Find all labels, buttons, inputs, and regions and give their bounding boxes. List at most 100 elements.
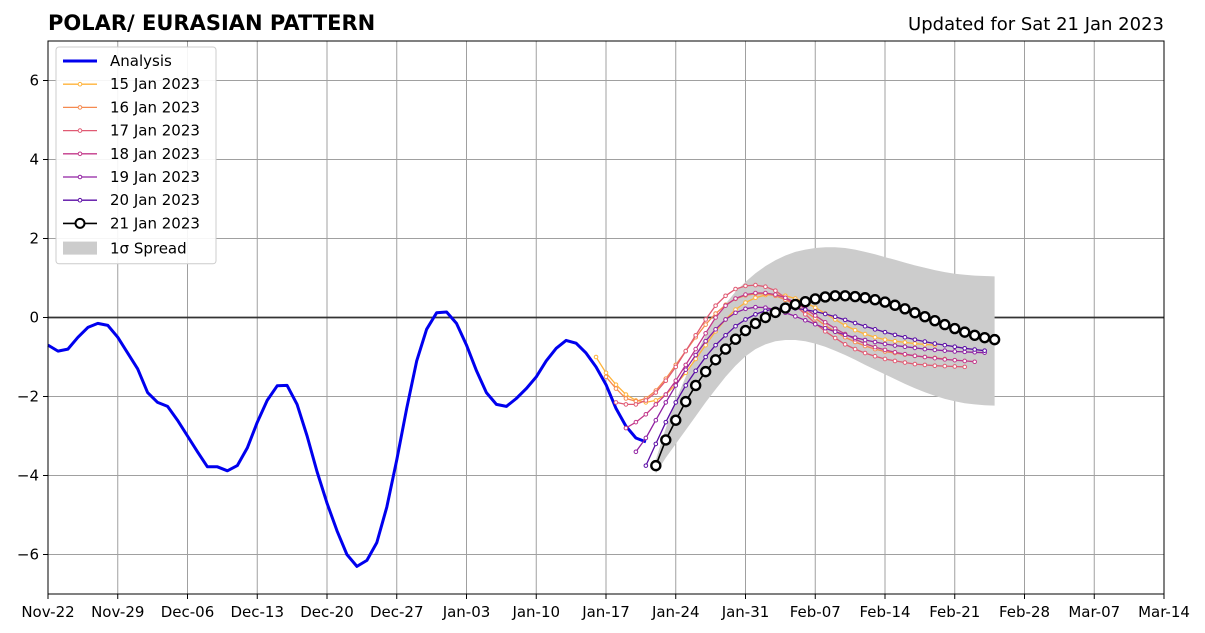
series-point (972, 359, 977, 365)
series-point (852, 320, 858, 326)
series-point (862, 337, 868, 343)
series-point (739, 324, 752, 337)
series-point (952, 349, 958, 354)
series-point (653, 402, 659, 407)
series-point (822, 325, 828, 331)
series-5 (633, 304, 987, 455)
series-point (603, 374, 609, 380)
series-point (932, 363, 938, 368)
legend-label: 21 Jan 2023 (110, 214, 200, 232)
series-point (643, 463, 649, 468)
legend-marker (77, 197, 83, 203)
series-point (952, 344, 958, 350)
legend-box (55, 46, 217, 265)
series-point (623, 392, 629, 397)
series-point (982, 348, 987, 353)
series-point (882, 356, 888, 362)
series-point (623, 402, 629, 407)
series-point (680, 395, 692, 408)
series-point (962, 364, 968, 370)
series-point (650, 459, 662, 472)
series-point (723, 317, 728, 322)
legend-label: 18 Jan 2023 (110, 145, 200, 163)
series-point (902, 340, 908, 345)
legend-marker (74, 217, 86, 229)
series-point (988, 333, 1001, 346)
series-point (753, 290, 758, 296)
series-point (942, 363, 948, 369)
series-point (660, 434, 672, 446)
series-point (703, 317, 708, 322)
chart-subtitle: Updated for Sat 21 Jan 2023 (908, 14, 1164, 35)
series-point (623, 425, 629, 431)
series-point (753, 312, 758, 317)
series-point (852, 327, 858, 333)
series-point (673, 378, 679, 384)
series-point (753, 304, 758, 310)
series-point (892, 349, 898, 355)
legend-swatch-spread (63, 241, 97, 255)
series-point (929, 314, 941, 327)
series-point (743, 306, 748, 312)
series-point (922, 362, 928, 368)
series-point (663, 400, 669, 405)
y-tick-label: −4 (17, 467, 39, 485)
series-point (643, 398, 649, 403)
series-point (743, 283, 748, 289)
series-point (713, 311, 718, 316)
series-point (743, 317, 748, 322)
x-tick-label: Mar-14 (1138, 603, 1190, 621)
series-point (968, 329, 981, 341)
series-point (663, 419, 669, 425)
series-point (872, 344, 878, 350)
series-point (962, 346, 968, 351)
series-point (653, 398, 659, 403)
series-point (829, 290, 841, 302)
y-tick-label: 6 (29, 72, 39, 90)
series-point (729, 333, 742, 345)
legend-label: 20 Jan 2023 (110, 191, 200, 209)
legend-label: Analysis (110, 52, 172, 70)
series-point (613, 386, 619, 391)
series-point (902, 334, 908, 340)
series-point (902, 344, 908, 350)
series-group (47, 282, 1001, 568)
series-point (693, 346, 698, 352)
x-tick-label: Feb-14 (859, 603, 910, 621)
series-point (789, 298, 802, 311)
legend-marker (77, 81, 83, 87)
series-point (882, 347, 888, 353)
x-tick-label: Dec-27 (370, 603, 424, 621)
legend-label-spread: 1σ Spread (110, 240, 187, 258)
series-point (802, 307, 808, 312)
series-point (693, 332, 698, 338)
series-point (842, 323, 848, 328)
series-point (922, 346, 928, 352)
series-point (773, 292, 778, 297)
series-point (733, 286, 738, 292)
spread-area (655, 247, 995, 474)
x-tick-label: Mar-07 (1068, 603, 1120, 621)
series-point (663, 392, 669, 397)
series-point (882, 329, 888, 335)
series-point (872, 353, 878, 359)
series-point (703, 338, 708, 344)
series-point (932, 347, 938, 353)
series-point (892, 358, 898, 364)
series-point (952, 357, 958, 363)
series-point (922, 339, 928, 344)
series-point (799, 296, 811, 308)
series-point (912, 353, 918, 359)
series-point (802, 317, 808, 323)
series-point (723, 303, 728, 308)
series-point (670, 414, 682, 426)
series-point (839, 290, 851, 302)
x-tick-label: Jan-10 (511, 603, 560, 621)
series-0 (47, 310, 647, 568)
series-point (912, 345, 918, 351)
series-point (809, 293, 821, 305)
series-point (733, 296, 738, 301)
series-point (822, 311, 828, 317)
series-point (912, 337, 918, 342)
series-point (633, 449, 639, 455)
